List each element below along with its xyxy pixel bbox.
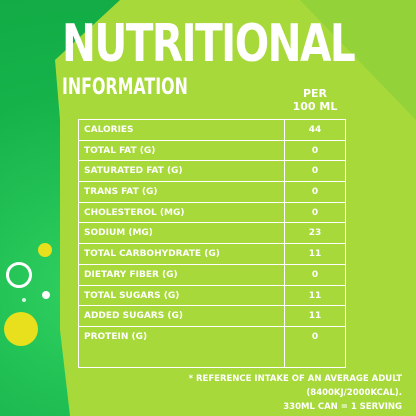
nutrient-value: 0 — [311, 145, 319, 156]
per-unit-label: 100 ML — [292, 100, 338, 113]
nutrient-name: ADDED SUGARS (G) — [79, 306, 285, 326]
footnote-serving: 330ML CAN = 1 SERVING — [283, 402, 402, 412]
nutrient-value: 0 — [311, 207, 319, 218]
nutrient-value: 0 — [311, 331, 319, 342]
nutrient-name: TRANS FAT (G) — [79, 182, 285, 202]
table-row: TOTAL SUGARS (G) 11 — [79, 285, 345, 307]
nutrient-value: 23 — [308, 228, 322, 239]
nutrient-name: DIETARY FIBER (G) — [79, 264, 285, 285]
table-row: CHOLESTEROL (MG) 0 — [79, 202, 345, 224]
nutrient-name: TOTAL CARBOHYDRATE (G) — [79, 244, 285, 264]
page-subtitle: INFORMATION — [62, 75, 188, 100]
table-row: SODIUM (MG) 23 — [79, 223, 345, 245]
footnote: * REFERENCE INTAKE OF AN AVERAGE ADULT (… — [102, 372, 402, 414]
per-column-header: PER 100 ML — [286, 87, 344, 113]
table-row: DIETARY FIBER (G) 0 — [79, 264, 345, 286]
nutrient-value: 0 — [311, 166, 319, 177]
nutrient-value: 11 — [308, 249, 322, 260]
yellow-bubble-large — [4, 312, 38, 346]
nutrient-name: CALORIES — [79, 120, 285, 140]
nutrient-value: 44 — [308, 125, 322, 135]
nutrient-name: SODIUM (MG) — [79, 223, 285, 244]
table-row: PROTEIN (G) 0 — [79, 326, 345, 367]
table-row: SATURATED FAT (G) 0 — [79, 161, 345, 183]
yellow-bubble-small — [38, 243, 52, 257]
white-bubble-small — [42, 291, 50, 299]
nutrient-value: 11 — [308, 290, 322, 301]
nutrient-name: CHOLESTEROL (MG) — [79, 202, 285, 223]
table-row: TOTAL CARBOHYDRATE (G) 11 — [79, 244, 345, 265]
nutrient-name: TOTAL FAT (G) — [79, 140, 285, 161]
per-label: PER — [302, 87, 328, 100]
nutrient-name: SATURATED FAT (G) — [79, 161, 285, 182]
white-bubble-dot — [22, 298, 26, 302]
nutrient-value: 11 — [308, 311, 322, 322]
table-row: TOTAL FAT (G) 0 — [79, 140, 345, 162]
table-row: ADDED SUGARS (G) 11 — [79, 306, 345, 327]
nutrient-name: PROTEIN (G) — [79, 326, 285, 367]
table-row: TRANS FAT (G) 0 — [79, 182, 345, 203]
nutrient-value: 0 — [311, 269, 319, 280]
white-ring-bubble — [6, 262, 32, 288]
nutrient-name: TOTAL SUGARS (G) — [79, 285, 285, 306]
nutrient-value: 0 — [311, 187, 319, 198]
footnote-reference-intake: * REFERENCE INTAKE OF AN AVERAGE ADULT (… — [188, 374, 402, 398]
page-title: NUTRITIONAL — [62, 14, 356, 74]
table-row: CALORIES 44 — [79, 120, 345, 141]
nutrition-table: CALORIES 44 TOTAL FAT (G) 0 SATURATED FA… — [78, 119, 346, 368]
